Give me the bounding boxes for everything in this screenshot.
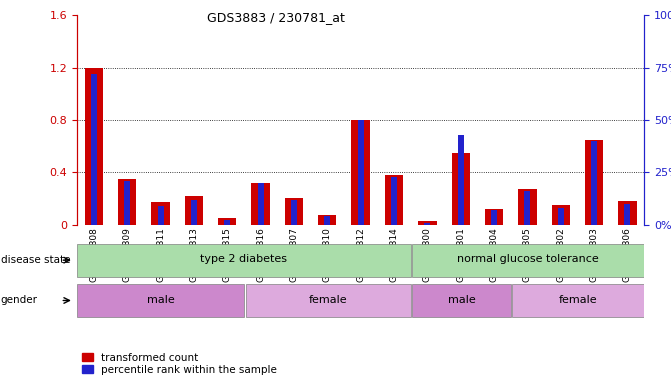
Bar [452, 153, 470, 225]
Bar [625, 204, 631, 225]
Text: male: male [147, 295, 174, 305]
Bar [618, 201, 637, 225]
Text: GDS3883 / 230781_at: GDS3883 / 230781_at [207, 12, 344, 25]
Text: disease state: disease state [1, 255, 70, 265]
Bar [191, 200, 197, 225]
Legend: transformed count, percentile rank within the sample: transformed count, percentile rank withi… [83, 353, 277, 375]
Bar [558, 208, 564, 225]
Bar [285, 199, 303, 225]
Text: male: male [448, 295, 476, 305]
Bar [77, 284, 244, 317]
Bar [424, 223, 430, 225]
Bar [77, 244, 411, 276]
Bar [291, 200, 297, 225]
Bar [413, 284, 511, 317]
Bar [591, 141, 597, 225]
Bar [418, 221, 437, 225]
Bar [224, 220, 230, 225]
Bar [258, 183, 264, 225]
Bar [85, 68, 103, 225]
Bar [525, 191, 531, 225]
Bar [124, 181, 130, 225]
Bar [513, 284, 644, 317]
Bar [358, 120, 364, 225]
Text: gender: gender [1, 295, 38, 306]
Bar [324, 216, 330, 225]
Bar [391, 177, 397, 225]
Text: type 2 diabetes: type 2 diabetes [201, 255, 287, 265]
Bar [585, 140, 603, 225]
Bar [413, 244, 644, 276]
Bar [118, 179, 136, 225]
Text: female: female [309, 295, 348, 305]
Bar [218, 218, 236, 225]
Bar [152, 202, 170, 225]
Bar [246, 284, 411, 317]
Bar [491, 210, 497, 225]
Bar [552, 205, 570, 225]
Bar [185, 196, 203, 225]
Text: female: female [559, 295, 598, 305]
Bar [252, 183, 270, 225]
Bar [458, 135, 464, 225]
Bar [158, 206, 164, 225]
Bar [318, 215, 336, 225]
Bar [352, 120, 370, 225]
Text: normal glucose tolerance: normal glucose tolerance [456, 255, 599, 265]
Bar [485, 209, 503, 225]
Bar [91, 74, 97, 225]
Bar [518, 189, 537, 225]
Bar [385, 175, 403, 225]
